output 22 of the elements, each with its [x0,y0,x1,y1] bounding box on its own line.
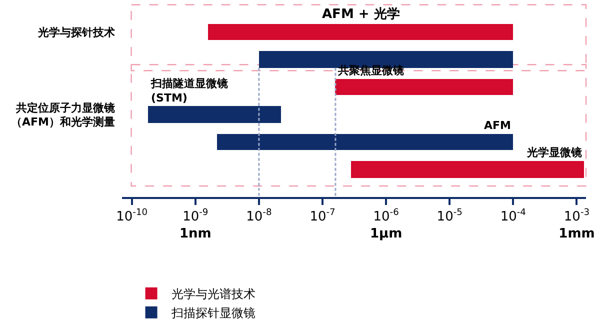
annotation: AFM + 光学 [322,7,400,22]
annotation: 共聚焦显微镜 [337,64,404,77]
bar [217,134,513,150]
x-tick-label: 10$^{-5}$ [436,208,462,225]
bar [208,24,513,40]
x-tick-label: 10$^{-6}$ 1μm [370,208,402,242]
annotation: 扫描隧道显微镜 (STM) [150,77,228,104]
bar [335,79,513,95]
bar [351,161,584,178]
annotation: AFM [484,119,511,132]
annotation: 光学显微镜 [526,146,582,159]
y-tick-label: 共定位原子力显微镜（AFM）和光学测量 [11,101,115,129]
legend-label: 扫描探针显微镜 [170,306,256,320]
x-tick-label: 10$^{-7}$ [310,208,336,225]
y-tick-label: 光学与探针技术 [37,26,115,40]
x-tick-label: 10$^{-3}$ 1mm [558,208,595,242]
x-tick-label: 10$^{-9}$ 1nm [179,208,212,242]
x-tick-label: 10$^{-4}$ [500,208,526,225]
legend-label: 光学与光谱技术 [171,287,256,302]
bar [148,106,281,123]
x-tick-label: 10$^{-8}$ [246,208,272,225]
x-tick-label: 10$^{-10}$ [116,208,148,225]
